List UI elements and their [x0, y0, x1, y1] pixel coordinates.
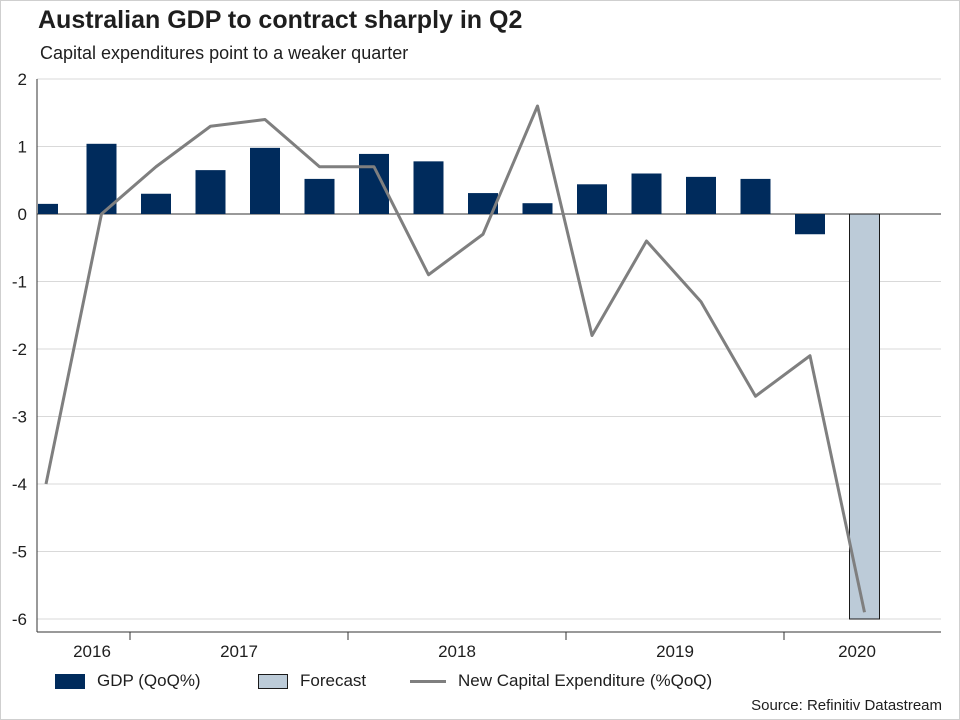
gdp-bar [304, 178, 335, 214]
gdp-bar [250, 147, 280, 214]
legend-label-capex: New Capital Expenditure (%QoQ) [458, 671, 713, 690]
gdp-bar [359, 153, 389, 214]
gdp-bar [686, 176, 716, 214]
y-tick-label: 1 [18, 138, 27, 157]
y-tick-label: -2 [12, 340, 27, 359]
grid-layer [37, 78, 941, 620]
capex-line [44, 104, 866, 613]
forecast-bar [849, 213, 880, 620]
gdp-bar [631, 173, 662, 214]
x-year-label: 2017 [220, 642, 258, 661]
legend-label-gdp: GDP (QoQ%) [97, 671, 201, 690]
legend-swatch-forecast [258, 673, 288, 689]
gdp-bar [195, 170, 226, 214]
gdp-bar [413, 161, 444, 214]
x-year-label: 2020 [838, 642, 876, 661]
y-tick-label: -5 [12, 543, 27, 562]
legend-swatch-capex [410, 679, 446, 683]
gdp-bar [522, 203, 553, 214]
legend-item-forecast: Forecast [258, 669, 366, 693]
y-tick-label: -3 [12, 408, 27, 427]
line-layer [44, 104, 866, 613]
y-tick-label: -4 [12, 475, 27, 494]
y-tick-label: 2 [18, 70, 27, 89]
gdp-bar [468, 193, 498, 214]
gdp-bar [141, 193, 171, 214]
gdp-bar [795, 214, 825, 235]
x-year-label: 2018 [438, 642, 476, 661]
x-year-label: 2019 [656, 642, 694, 661]
chart-title: Australian GDP to contract sharply in Q2 [38, 6, 523, 34]
axis-layer: 2 1 0 -1 -2 -3 -4 -5 -6 2016 2017 2018 2019 2020 [12, 70, 941, 661]
legend: GDP (QoQ%) Forecast New Capital Expendit… [0, 669, 960, 693]
legend-label-forecast: Forecast [300, 671, 367, 690]
gdp-bar [38, 203, 58, 214]
gdp-bar [740, 178, 771, 214]
chart-subtitle: Capital expenditures point to a weaker q… [40, 43, 409, 63]
legend-item-gdp: GDP (QoQ%) [55, 669, 201, 693]
source-note: Source: Refinitiv Datastream [751, 697, 942, 714]
y-tick-label: -6 [12, 610, 27, 629]
x-year-label: 2016 [73, 642, 111, 661]
gdp-bar [86, 143, 117, 214]
y-tick-label: 0 [18, 205, 27, 224]
bar-layer [38, 143, 880, 620]
y-tick-label: -1 [12, 273, 27, 292]
legend-swatch-gdp [55, 673, 85, 689]
gdp-bar [577, 184, 607, 214]
legend-item-capex: New Capital Expenditure (%QoQ) [410, 669, 712, 693]
